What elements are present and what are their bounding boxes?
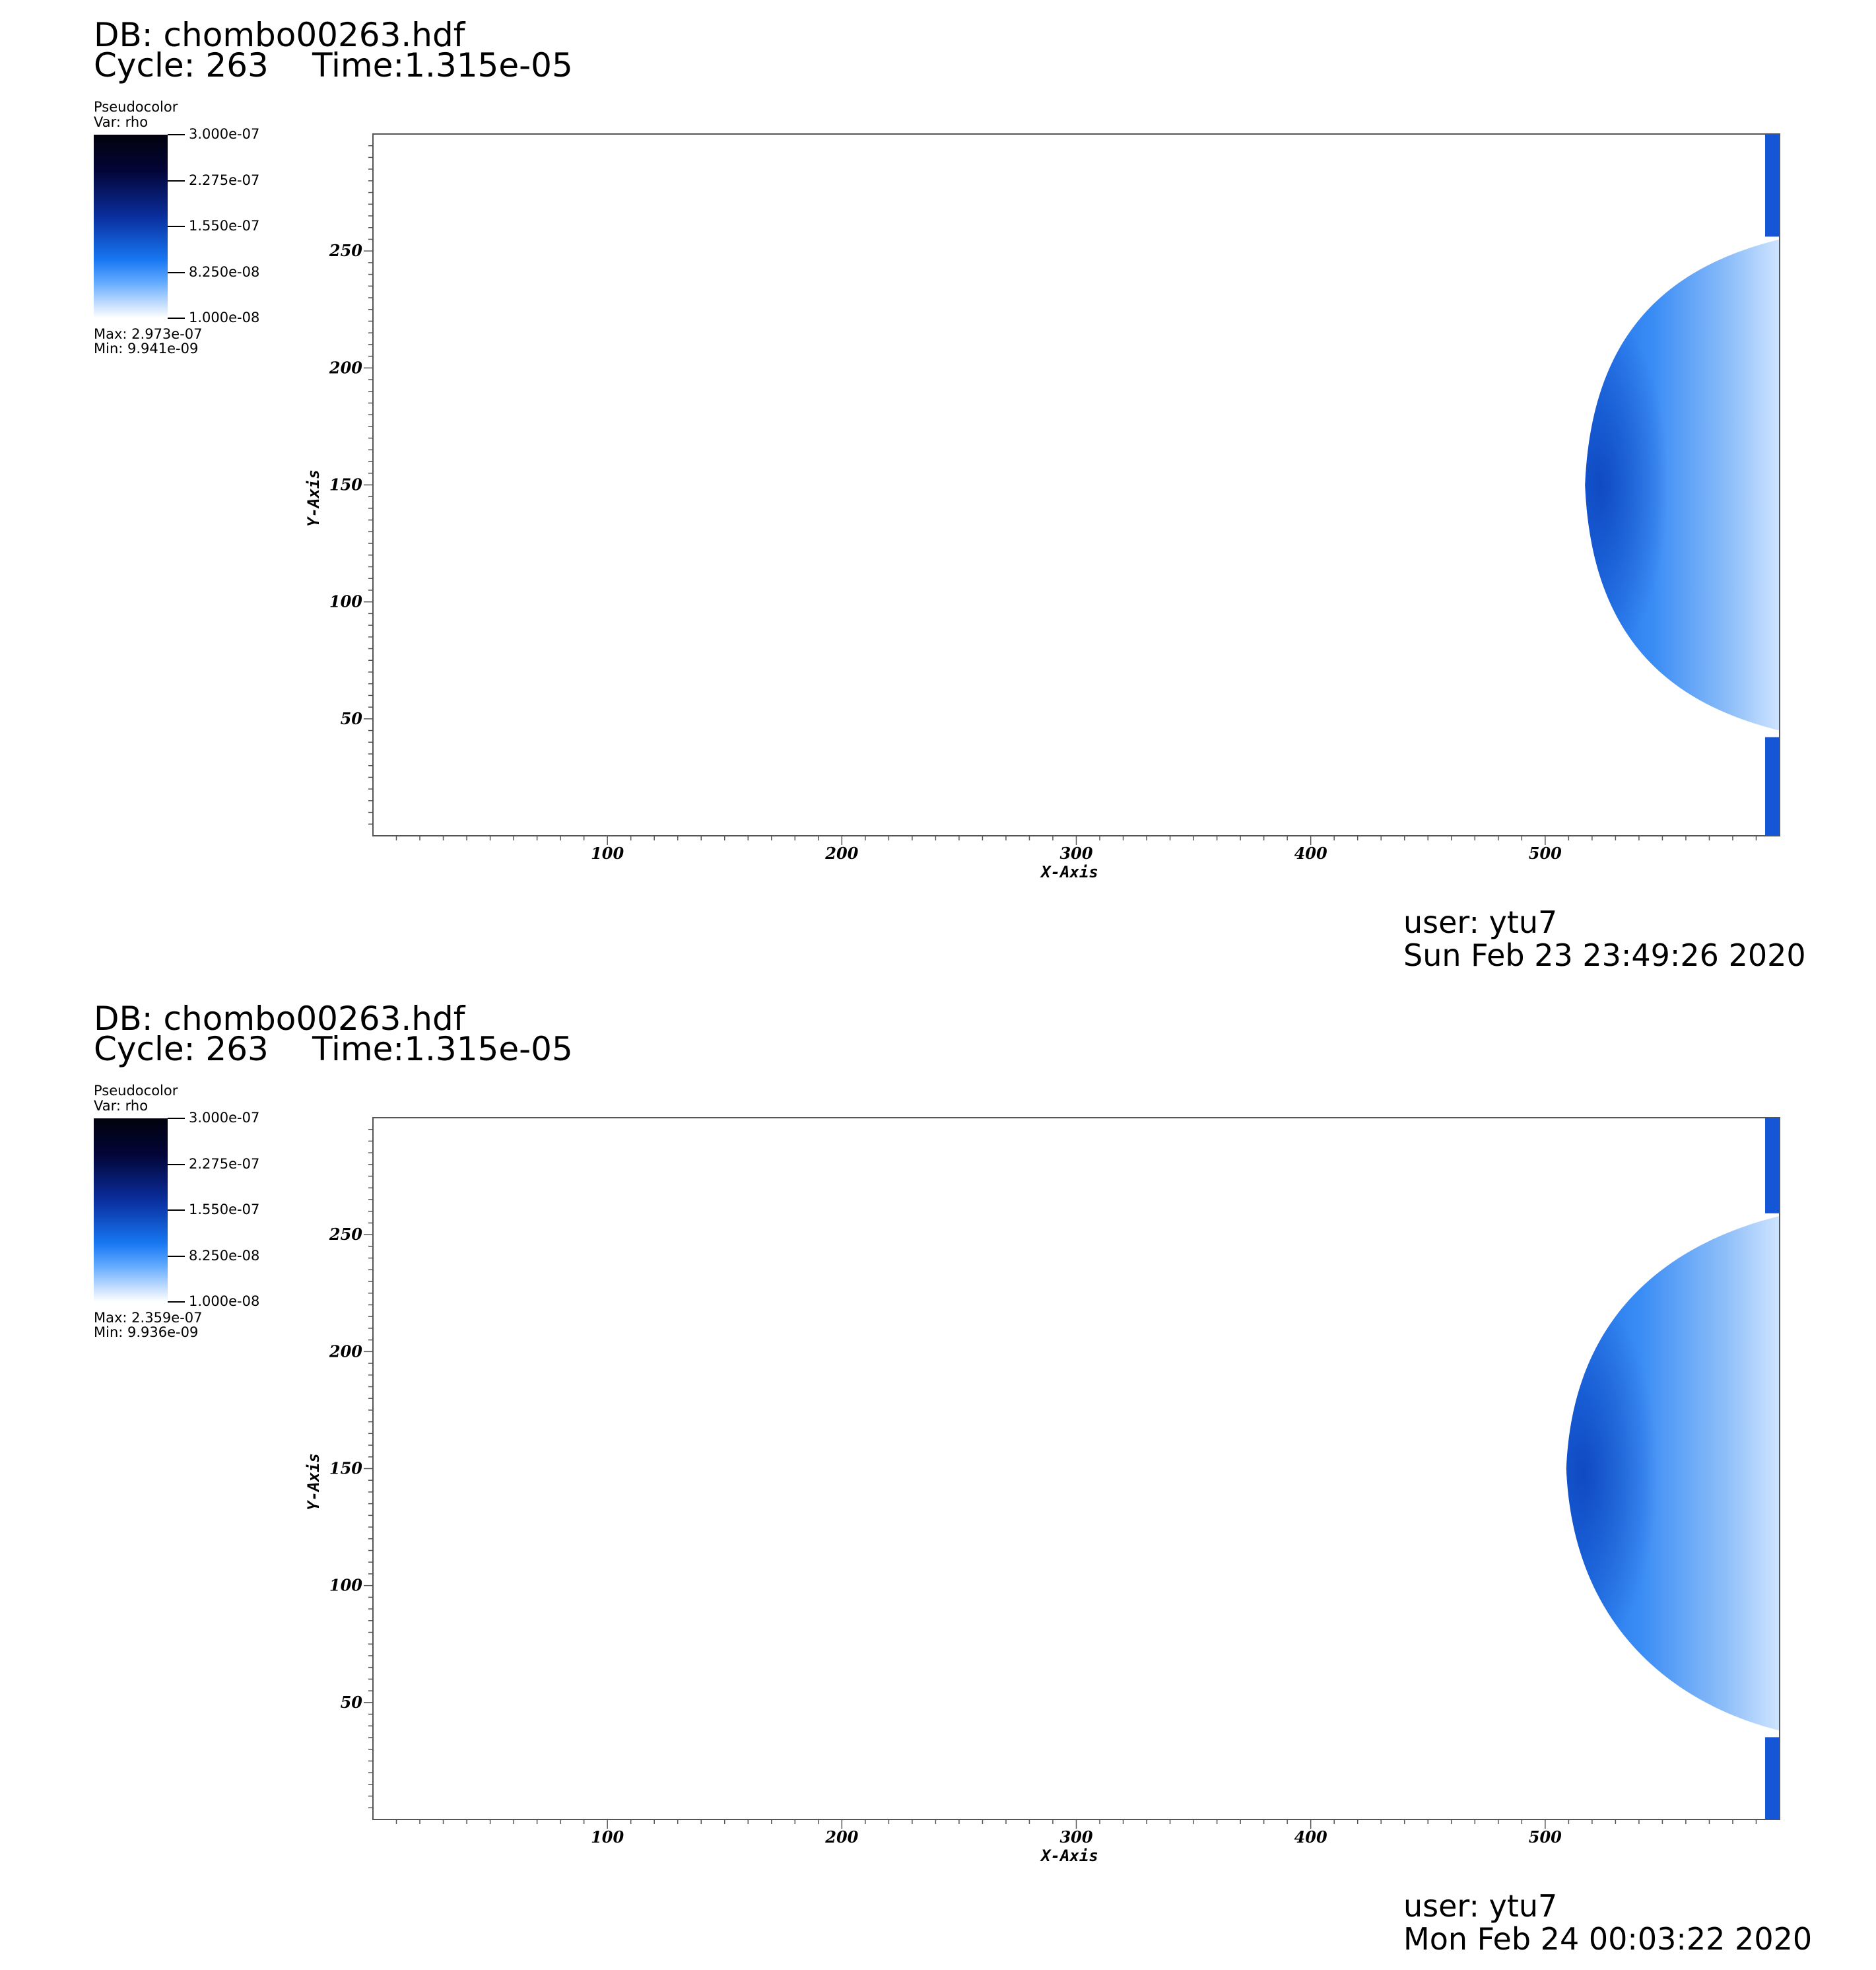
- x-tick-label: 300: [1059, 844, 1092, 863]
- legend-min: Min: 9.936e-09: [94, 1324, 199, 1340]
- legend-variable: Var: rho: [94, 1098, 149, 1114]
- x-tick-label: 400: [1294, 844, 1327, 863]
- density-strip-bottom: [1765, 737, 1780, 836]
- plot-area-1: 100 200 300 400 500 50 100 150 200 250 X-Axis Y-Axi…: [304, 133, 1780, 881]
- colorbar-tick: [168, 1118, 185, 1119]
- colorbar-tick: [168, 272, 185, 273]
- colorbar-label: 1.000e-08: [189, 1293, 260, 1309]
- colorbar: [94, 1118, 168, 1302]
- legend-max: Max: 2.359e-07: [94, 1310, 203, 1326]
- plot-panel-1: DB: chombo00263.hdf Cycle: 263 Time:1.31…: [94, 16, 1806, 973]
- y-tick-label: 200: [329, 358, 362, 377]
- x-axis-title: X-Axis: [1040, 863, 1098, 881]
- plot-area-2: 100 200 300 400 500 50 100 150 200 250 X-Axis Y-Axi…: [304, 1117, 1780, 1865]
- colorbar-label: 2.275e-07: [189, 1156, 260, 1172]
- legend-title: Pseudocolor: [94, 99, 178, 115]
- y-tick-label: 150: [329, 1459, 362, 1478]
- colorbar-label: 1.000e-08: [189, 310, 260, 325]
- y-tick-label: 250: [329, 1225, 362, 1244]
- density-strip-top: [1765, 134, 1780, 237]
- database-label: DB: chombo00263.hdf: [94, 1000, 465, 1038]
- plot-panel-2: DB: chombo00263.hdf Cycle: 263 Time:1.31…: [0, 984, 1876, 1969]
- y-tick-label: 100: [329, 592, 362, 611]
- y-tick-label: 250: [329, 241, 362, 260]
- x-tick-label: 500: [1529, 1827, 1562, 1847]
- legend-variable: Var: rho: [94, 114, 149, 130]
- density-strip-top: [1765, 1118, 1780, 1213]
- density-core: [1566, 1215, 1780, 1731]
- y-axis-title: Y-Axis: [304, 469, 323, 527]
- colorbar-tick: [168, 1301, 185, 1303]
- time-label: Time:1.315e-05: [312, 1030, 573, 1068]
- x-tick-label: 100: [591, 844, 624, 863]
- database-label: DB: chombo00263.hdf: [94, 16, 465, 54]
- colorbar-label: 3.000e-07: [189, 1110, 260, 1126]
- density-strip-bottom: [1765, 1737, 1780, 1819]
- colorbar-tick: [168, 1256, 185, 1257]
- colorbar-tick: [168, 318, 185, 319]
- y-tick-label: 100: [329, 1576, 362, 1595]
- legend-max: Max: 2.973e-07: [94, 326, 203, 342]
- y-tick-label: 50: [341, 709, 363, 728]
- legend-min: Min: 9.941e-09: [94, 341, 199, 357]
- colorbar-label: 2.275e-07: [189, 172, 260, 188]
- colorbar-tick: [168, 1164, 185, 1165]
- y-axis-title: Y-Axis: [304, 1453, 323, 1511]
- time-label: Time:1.315e-05: [312, 46, 573, 85]
- x-tick-label: 500: [1529, 844, 1562, 863]
- cycle-label: Cycle: 263: [94, 1030, 269, 1068]
- colorbar-tick: [168, 226, 185, 227]
- user-label: user: ytu7: [1403, 1888, 1558, 1924]
- cycle-label: Cycle: 263: [94, 46, 269, 85]
- x-tick-label: 400: [1294, 1827, 1327, 1847]
- colorbar-label: 1.550e-07: [189, 1202, 260, 1217]
- user-label: user: ytu7: [1403, 904, 1558, 940]
- x-tick-label: 200: [824, 1827, 858, 1847]
- x-tick-label: 100: [591, 1827, 624, 1847]
- colorbar-tick: [168, 180, 185, 182]
- colorbar: [94, 135, 168, 318]
- y-tick-label: 150: [329, 475, 362, 494]
- y-tick-label: 200: [329, 1342, 362, 1361]
- density-core: [1585, 239, 1780, 731]
- y-tick-label: 50: [341, 1693, 363, 1712]
- colorbar-tick: [168, 134, 185, 135]
- date-label: Mon Feb 24 00:03:22 2020: [1403, 1921, 1813, 1957]
- legend-title: Pseudocolor: [94, 1083, 178, 1099]
- colorbar-label: 8.250e-08: [189, 1248, 260, 1264]
- x-tick-label: 200: [824, 844, 858, 863]
- colorbar-label: 8.250e-08: [189, 264, 260, 280]
- date-label: Sun Feb 23 23:49:26 2020: [1403, 937, 1806, 973]
- plot-frame: [372, 133, 1780, 836]
- x-axis-title: X-Axis: [1040, 1847, 1098, 1865]
- colorbar-label: 3.000e-07: [189, 126, 260, 142]
- colorbar-tick: [168, 1209, 185, 1211]
- colorbar-label: 1.550e-07: [189, 218, 260, 234]
- x-tick-label: 300: [1059, 1827, 1092, 1847]
